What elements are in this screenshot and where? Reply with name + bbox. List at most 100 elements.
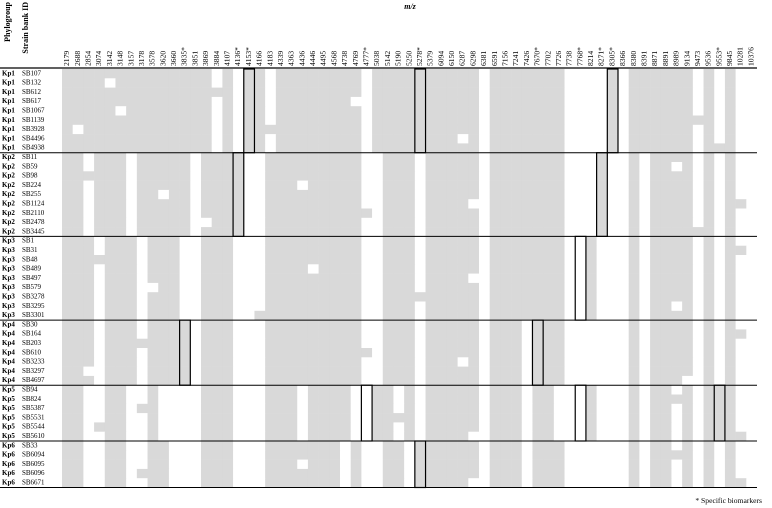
peak-cell — [585, 134, 597, 144]
peak-cell — [168, 208, 180, 219]
peak-cell — [596, 227, 608, 237]
peak-cell — [136, 478, 148, 488]
peak-cell — [72, 124, 84, 135]
peak-cell — [628, 441, 640, 451]
peak-cell — [500, 357, 512, 367]
peak-cell — [350, 115, 362, 126]
peak-cell — [329, 375, 341, 386]
peak-cell — [671, 310, 683, 321]
peak-cell — [147, 134, 159, 144]
peak-cell — [275, 255, 287, 265]
peak-cell — [83, 255, 95, 265]
peak-cell — [62, 413, 73, 423]
strain-id: SB2478 — [22, 218, 45, 226]
peak-cell — [201, 208, 212, 219]
peak-cell — [585, 115, 597, 126]
peak-cell — [724, 199, 736, 209]
peak-cell — [714, 478, 726, 488]
peak-cell — [585, 385, 597, 395]
peak-cell — [650, 385, 662, 395]
peak-cell — [553, 459, 565, 470]
peak-cell — [94, 385, 106, 395]
peak-cell — [104, 348, 116, 358]
peak-cell — [233, 441, 245, 451]
peak-cell — [607, 162, 619, 172]
peak-cell — [585, 106, 597, 116]
peak-cell — [650, 115, 662, 126]
peak-cell — [596, 422, 608, 432]
peak-cell — [275, 273, 287, 284]
peak-cell — [361, 366, 373, 377]
peak-cell — [307, 199, 319, 209]
peak-cell — [147, 366, 159, 377]
peak-cell — [553, 468, 565, 479]
peak-cell — [479, 78, 490, 88]
peak-cell — [222, 180, 234, 191]
peak-cell — [703, 338, 715, 349]
peak-cell — [404, 431, 416, 442]
peak-cell — [650, 264, 662, 274]
peak-cell — [404, 143, 416, 153]
peak-cell — [489, 357, 501, 367]
peak-cell — [446, 292, 458, 302]
peak-cell — [404, 441, 416, 451]
peak-cell — [382, 236, 394, 246]
peak-cell — [211, 189, 223, 200]
peak-cell — [275, 96, 287, 107]
peak-cell — [168, 171, 180, 181]
peak-cell — [553, 217, 565, 228]
peak-cell — [446, 171, 458, 181]
peak-cell — [361, 348, 373, 358]
peak-cell — [222, 403, 234, 414]
mz-label: 7670* — [533, 47, 542, 66]
peak-cell — [329, 264, 341, 274]
peak-cell — [104, 255, 116, 265]
peak-cell — [83, 329, 95, 339]
peak-cell — [136, 69, 148, 79]
peak-cell — [596, 199, 608, 209]
peak-cell — [660, 441, 672, 451]
peak-cell — [94, 273, 106, 284]
peak-cell — [692, 87, 704, 98]
peak-cell — [682, 143, 694, 153]
peak-cell — [254, 115, 266, 126]
peak-cell — [660, 357, 672, 367]
peak-cell — [628, 348, 640, 358]
peak-cell — [382, 292, 394, 302]
peak-cell — [233, 255, 245, 265]
phylogroup: Kp2 — [2, 227, 15, 235]
peak-cell — [222, 152, 234, 163]
peak-cell — [318, 292, 330, 302]
peak-cell — [703, 264, 715, 274]
peak-cell — [94, 422, 106, 432]
peak-cell — [297, 310, 309, 321]
peak-cell — [329, 310, 341, 321]
phylogroup: Kp3 — [2, 237, 15, 245]
peak-cell — [628, 143, 640, 153]
peak-cell — [361, 459, 373, 470]
peak-cell — [318, 431, 330, 442]
peak-cell — [724, 385, 736, 395]
peak-cell — [222, 413, 234, 423]
peak-cell — [72, 348, 84, 358]
peak-cell — [425, 478, 437, 488]
peak-cell — [746, 459, 758, 470]
mz-label: 10376 — [746, 47, 755, 66]
peak-cell — [607, 69, 619, 79]
peak-cell — [511, 459, 523, 470]
peak-cell — [297, 282, 309, 293]
peak-cell — [457, 413, 469, 423]
peak-cell — [372, 338, 384, 349]
peak-cell — [436, 348, 448, 358]
peak-cell — [94, 468, 106, 479]
peak-cell — [158, 450, 170, 460]
peak-cell — [618, 87, 629, 98]
peak-cell — [179, 422, 191, 432]
peak-cell — [521, 282, 533, 293]
peak-cell — [275, 152, 287, 163]
peak-cell — [500, 385, 512, 395]
peak-cell — [746, 87, 758, 98]
peak-cell — [500, 273, 512, 284]
peak-cell — [158, 441, 170, 451]
peak-cell — [350, 69, 362, 79]
